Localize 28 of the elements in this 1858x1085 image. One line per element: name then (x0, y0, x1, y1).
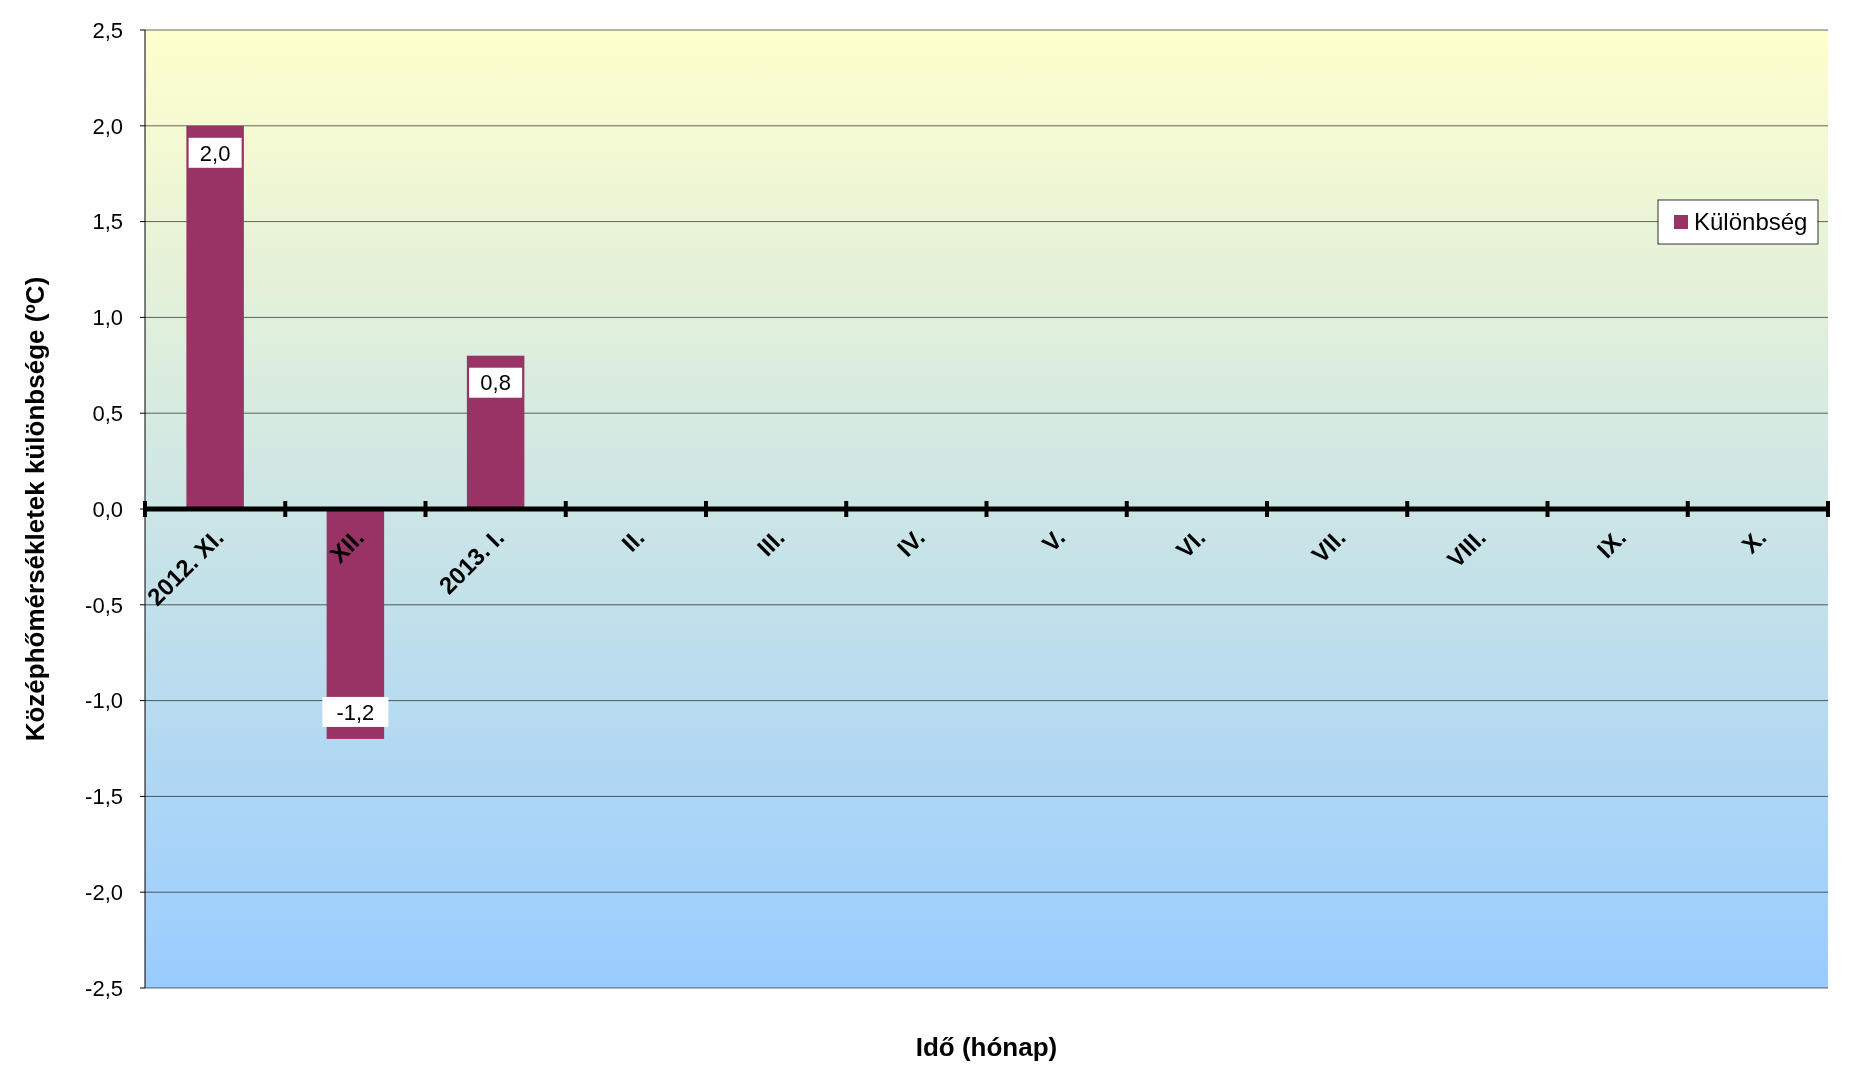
x-tick-label: VII. (1306, 523, 1351, 568)
x-axis-title: Idő (hónap) (915, 1032, 1058, 1062)
y-tick-label: -2,0 (85, 879, 123, 905)
x-tick-label: VIII. (1441, 523, 1491, 573)
x-tick-label: X. (1736, 523, 1772, 559)
x-tick-label: II. (616, 523, 650, 557)
y-tick-label: -2,5 (85, 975, 123, 1001)
y-tick-label: 2,5 (92, 17, 123, 43)
y-tick-label: 1,5 (92, 209, 123, 235)
x-tick-label: V. (1036, 523, 1071, 558)
x-tick-label: XII. (324, 523, 369, 568)
y-tick-label: 0,5 (92, 400, 123, 426)
legend-label: Különbség (1694, 208, 1808, 236)
data-label: 0,8 (480, 370, 511, 396)
bar (186, 125, 244, 509)
x-tick-label: IX. (1591, 523, 1632, 564)
y-tick-label: 1,0 (92, 305, 123, 331)
x-tick-label: VI. (1170, 523, 1211, 564)
x-tick-label: III. (751, 523, 790, 562)
x-tick-label: IV. (891, 523, 930, 562)
data-label: 2,0 (199, 140, 231, 166)
data-label: -1,2 (336, 699, 375, 725)
y-tick-label: 0,0 (92, 496, 123, 522)
y-axis-title: Középhőmérsékletek különbsége (ºC) (20, 276, 50, 742)
y-tick-label: -1,5 (85, 784, 123, 810)
y-tick-label: 2,0 (92, 113, 123, 139)
y-tick-label: -1,0 (85, 688, 123, 714)
y-tick-label: -0,5 (85, 592, 123, 618)
